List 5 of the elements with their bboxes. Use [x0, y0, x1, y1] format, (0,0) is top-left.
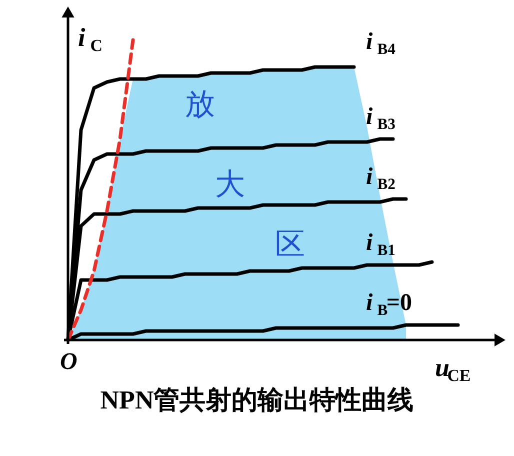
- annotation: 区: [275, 228, 305, 261]
- text: NPN管共射的输出特性曲线: [100, 386, 414, 415]
- annotation: 放: [185, 88, 215, 121]
- annotation: 大: [215, 168, 245, 201]
- text: O: [60, 349, 78, 375]
